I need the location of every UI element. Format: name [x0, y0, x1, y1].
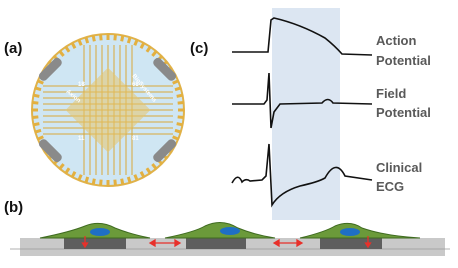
- panel-label: (a): [4, 40, 22, 57]
- chip-pad: [176, 122, 183, 127]
- mea-chip: Axion BioSystems 18 68 11 81: [31, 33, 185, 187]
- chip-pad: [37, 135, 44, 141]
- chip-pad: [34, 86, 42, 92]
- chip-pad: [77, 39, 83, 46]
- chip-pad: [33, 122, 40, 127]
- chip-pad: [64, 167, 71, 175]
- chip-pad: [99, 179, 103, 186]
- field-potential-trace: [232, 72, 373, 129]
- chip-pad: [120, 178, 125, 185]
- chip-pad: [70, 42, 77, 49]
- chip-pad: [145, 167, 152, 175]
- chip-pad: [133, 174, 139, 181]
- ecg-trace: [231, 143, 373, 208]
- trace-label: Field: [376, 86, 406, 101]
- panel-label: (c): [190, 40, 208, 57]
- chip-pad: [91, 178, 96, 185]
- chip-pad: [84, 176, 90, 184]
- chip-pad: [99, 34, 103, 41]
- chip-pad: [91, 35, 96, 42]
- chip-pad: [126, 36, 132, 44]
- trace-label: Potential: [376, 53, 431, 68]
- chip-text: 68: [132, 82, 139, 88]
- chip-pad: [34, 128, 42, 134]
- chip-text: 11: [78, 136, 85, 142]
- cell-substrate: [10, 222, 450, 256]
- chip-pad: [177, 115, 184, 119]
- highlight-band: [272, 8, 340, 220]
- chip-pad: [120, 35, 125, 42]
- trace-label: Potential: [376, 105, 431, 120]
- chip-pad: [174, 128, 182, 134]
- trace-label: Clinical: [376, 160, 422, 175]
- chip-text: 18: [78, 82, 85, 88]
- panel-label: (b): [4, 199, 23, 216]
- action-potential-trace: [232, 17, 373, 56]
- chip-pad: [174, 86, 182, 92]
- chip-pad: [70, 171, 77, 178]
- chip-pad: [32, 115, 39, 119]
- chip-pad: [177, 101, 184, 105]
- chip-pad: [33, 93, 40, 98]
- chip-pad: [133, 39, 139, 46]
- chip-pad: [151, 163, 158, 170]
- chip-pad: [151, 50, 158, 57]
- chip-pad: [58, 50, 65, 57]
- chip-pad: [139, 42, 146, 49]
- chip-pad: [172, 79, 179, 85]
- chip-pad: [145, 45, 152, 53]
- chip-text: 81: [132, 136, 139, 142]
- chip-pad: [77, 174, 83, 181]
- chip-pad: [58, 163, 65, 170]
- trace-label: Action: [376, 33, 417, 48]
- chip-pad: [84, 36, 90, 44]
- chip-pad: [126, 176, 132, 184]
- chip-pad: [172, 135, 179, 141]
- chip-pad: [113, 34, 117, 41]
- trace-label: ECG: [376, 179, 404, 194]
- chip-pad: [176, 93, 183, 98]
- chip-pad: [37, 79, 44, 85]
- chip-pad: [64, 45, 71, 53]
- chip-pad: [32, 101, 39, 105]
- chip-pad: [113, 179, 117, 186]
- chip-pad: [139, 171, 146, 178]
